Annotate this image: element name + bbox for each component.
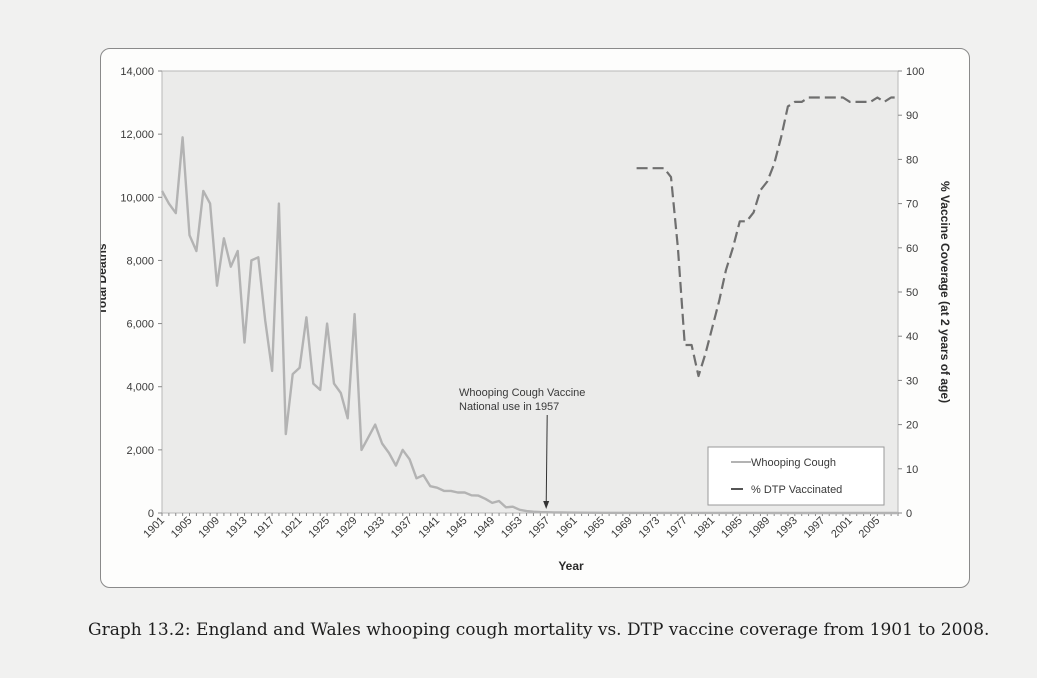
x-tick-label: 1913: [224, 515, 250, 541]
x-tick-label: 1909: [196, 515, 222, 541]
y-axis-title-right: % Vaccine Coverage (at 2 years of age): [938, 181, 952, 403]
right-tick-label: 20: [906, 420, 918, 432]
x-tick-label: 1973: [637, 515, 663, 541]
annotation: Whooping Cough Vaccine National use in 1…: [459, 387, 585, 509]
x-tick-label: 2005: [857, 515, 883, 541]
x-tick-label: 1985: [719, 515, 745, 541]
figure-caption: Graph 13.2: England and Wales whooping c…: [88, 620, 990, 640]
x-tick-label: 1925: [306, 515, 332, 541]
left-tick-label: 6,000: [126, 319, 154, 331]
x-tick-label: 1921: [279, 515, 305, 541]
left-tick-label: 10,000: [120, 192, 154, 204]
annotation-arrow: [545, 414, 548, 506]
legend-box: [707, 446, 885, 506]
x-tick-label: 1965: [582, 515, 608, 541]
annotation-line-2: National use in 1957: [459, 401, 559, 413]
plot-area: [161, 70, 899, 514]
x-tick-label: 1905: [169, 515, 195, 541]
right-tick-label: 100: [906, 66, 924, 78]
x-tick-label: 1989: [747, 515, 773, 541]
left-tick-label: 14,000: [120, 66, 154, 78]
x-tick-label: 1961: [554, 515, 580, 541]
series-line-whooping-cough: [160, 136, 898, 515]
left-tick-label: 8,000: [126, 255, 154, 267]
right-tick-label: 30: [906, 375, 918, 387]
x-tick-label: 1941: [416, 515, 442, 541]
x-tick-label: 1957: [527, 515, 553, 541]
left-tick-label: 2,000: [126, 445, 154, 457]
x-tick-label: 1997: [802, 515, 828, 541]
x-tick-label: 1901: [141, 515, 167, 541]
left-tick-label: 4,000: [126, 382, 154, 394]
legend-label-whooping-cough: Whooping Cough: [751, 457, 836, 469]
right-tick-label: 10: [906, 464, 918, 476]
legend-label-dtp: % DTP Vaccinated: [751, 484, 842, 496]
chart: 02,0004,0006,0008,00010,00012,00014,000 …: [101, 66, 952, 573]
y-axis-title-left: Total Deaths: [101, 243, 109, 314]
series-line-dtp-vaccinated: [636, 96, 898, 378]
x-tick-label: 1929: [334, 515, 360, 541]
left-tick-label: 12,000: [120, 129, 154, 141]
chart-frame: 0 2,000 4,000 6,000 8,000 10,000 12,000 14,000 …: [100, 48, 970, 588]
x-tick-label: 1977: [664, 515, 690, 541]
x-tick-label: 1953: [499, 515, 525, 541]
legend: Whooping Cough % DTP Vaccinated: [707, 446, 885, 506]
x-axis-title: Year: [558, 559, 584, 573]
left-tick-label: 0: [148, 508, 154, 520]
x-tick-label: 1945: [444, 515, 470, 541]
x-tick-label: 1933: [361, 515, 387, 541]
right-tick-label: 40: [906, 331, 918, 343]
annotation-line-1: Whooping Cough Vaccine: [459, 387, 585, 399]
annotation-arrowhead: [543, 501, 550, 509]
x-tick-label: 1917: [251, 515, 277, 541]
right-tick-label: 80: [906, 154, 918, 166]
x-tick-label: 1949: [471, 515, 497, 541]
right-tick-label: 50: [906, 287, 918, 299]
right-tick-label: 0: [906, 508, 912, 520]
right-tick-label: 70: [906, 199, 918, 211]
x-tick-label: 1937: [389, 515, 415, 541]
x-tick-label: 1981: [692, 515, 718, 541]
right-tick-label: 90: [906, 110, 918, 122]
x-tick-label: 1969: [609, 515, 635, 541]
x-tick-label: 1993: [774, 515, 800, 541]
right-tick-label: 60: [906, 243, 918, 255]
x-tick-label: 2001: [829, 515, 855, 541]
